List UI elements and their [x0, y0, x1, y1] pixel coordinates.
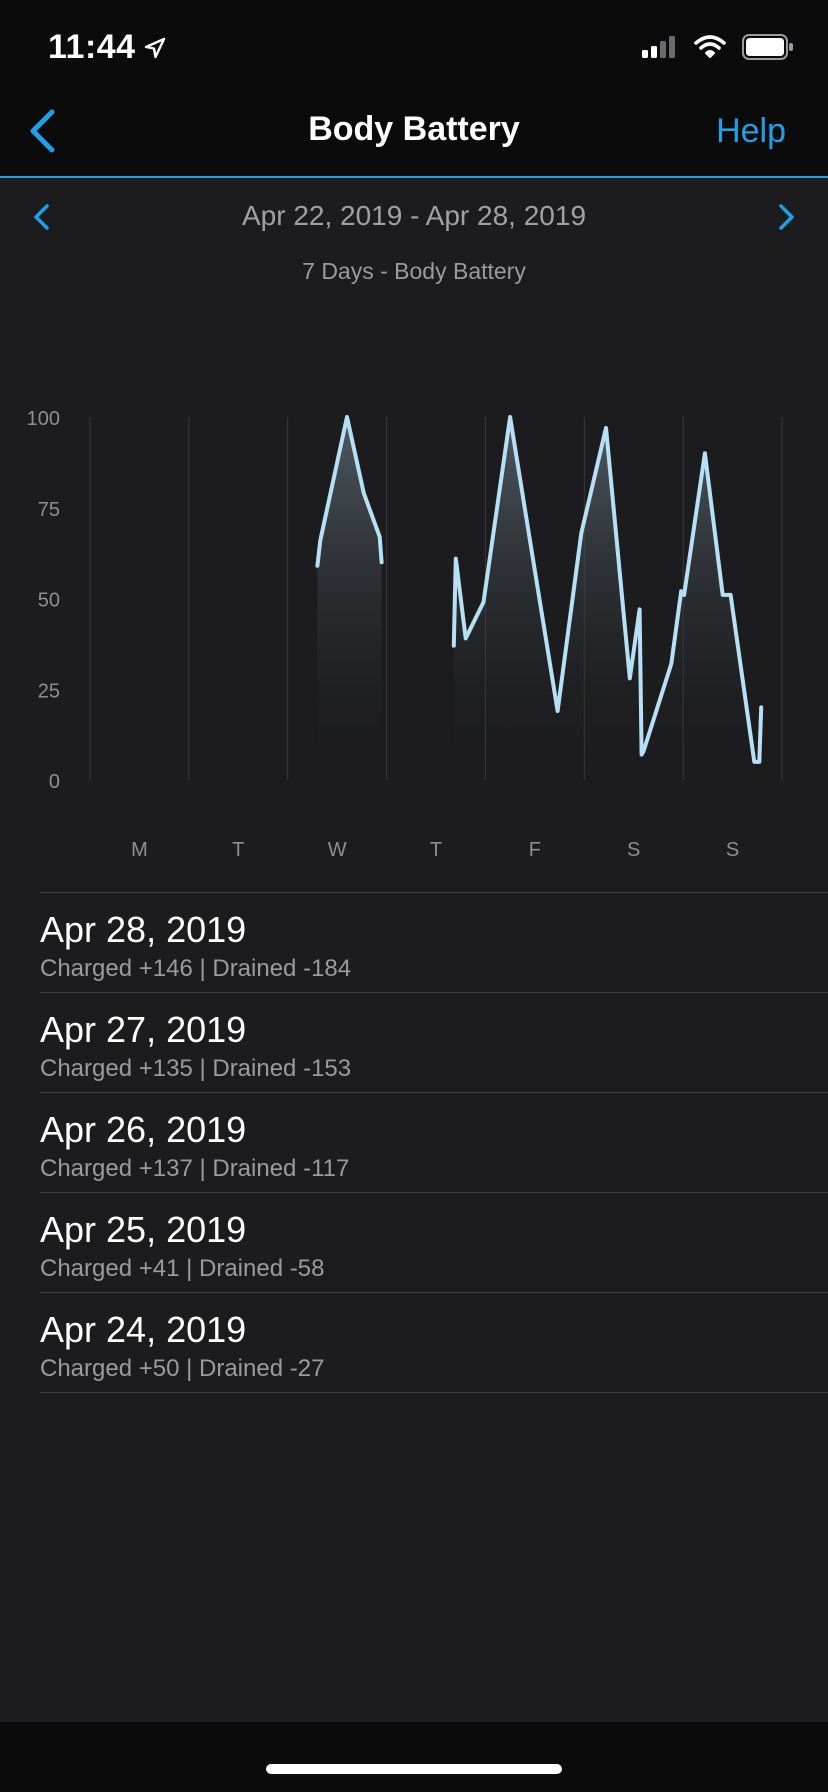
date-range-label: Apr 22, 2019 - Apr 28, 2019 [241, 200, 587, 231]
home-indicator[interactable] [266, 1764, 562, 1774]
day-row[interactable]: Apr 24, 2019 Charged +50 | Drained -27 [40, 1293, 828, 1393]
next-range-button[interactable] [772, 200, 802, 234]
status-icons [642, 34, 794, 60]
y-tick-label: 50 [38, 590, 60, 612]
chevron-right-icon [779, 204, 794, 230]
battery-area [453, 417, 762, 780]
bottom-safe-area [0, 1722, 828, 1792]
day-row[interactable]: Apr 28, 2019 Charged +146 | Drained -184 [40, 893, 828, 993]
location-arrow-icon [144, 37, 165, 58]
x-tick-label: S [726, 839, 739, 860]
battery-line [451, 415, 764, 764]
daily-summary-list: Apr 28, 2019 Charged +146 | Drained -184… [40, 892, 828, 1393]
wifi-icon [694, 35, 726, 58]
battery-area [317, 417, 382, 780]
status-time: 11:44 [48, 28, 166, 67]
day-row[interactable]: Apr 26, 2019 Charged +137 | Drained -117 [40, 1093, 828, 1193]
chevron-left-icon [34, 204, 49, 230]
chevron-left-icon [30, 109, 55, 153]
status-time-text: 11:44 [48, 28, 136, 66]
day-charged-drained: Charged +50 | Drained -27 [40, 1355, 325, 1382]
battery-icon [742, 34, 793, 60]
x-tick-label: F [529, 839, 541, 860]
back-button[interactable] [22, 108, 62, 154]
day-charged-drained: Charged +137 | Drained -117 [40, 1155, 350, 1182]
day-charged-drained: Charged +41 | Drained -58 [40, 1255, 325, 1282]
x-tick-label: W [328, 839, 347, 860]
day-date: Apr 27, 2019 [40, 1009, 247, 1050]
chart-title: 7 Days - Body Battery [302, 258, 526, 284]
day-date: Apr 24, 2019 [40, 1309, 247, 1350]
x-tick-label: T [232, 839, 244, 860]
day-charged-drained: Charged +146 | Drained -184 [40, 955, 352, 982]
body-battery-chart: 100 75 50 25 0 M T W T F S S [27, 408, 783, 860]
battery-line [315, 415, 384, 568]
x-tick-label: S [627, 839, 640, 860]
day-date: Apr 25, 2019 [40, 1209, 247, 1250]
help-button[interactable]: Help [716, 112, 786, 150]
y-tick-label: 75 [38, 499, 60, 521]
page-title: Body Battery [308, 110, 520, 148]
y-tick-label: 0 [49, 771, 60, 793]
x-tick-label: T [430, 839, 442, 860]
previous-range-button[interactable] [26, 200, 56, 234]
y-tick-label: 100 [27, 408, 60, 430]
y-tick-label: 25 [38, 680, 60, 702]
day-row[interactable]: Apr 25, 2019 Charged +41 | Drained -58 [40, 1193, 828, 1293]
day-charged-drained: Charged +135 | Drained -153 [40, 1055, 352, 1082]
x-tick-label: M [131, 839, 148, 860]
day-date: Apr 28, 2019 [40, 909, 247, 950]
day-date: Apr 26, 2019 [40, 1109, 247, 1150]
day-row[interactable]: Apr 27, 2019 Charged +135 | Drained -153 [40, 993, 828, 1093]
navigation-bar: 11:44 Body Battery Help [0, 0, 828, 178]
cellular-signal-icon [642, 36, 675, 58]
